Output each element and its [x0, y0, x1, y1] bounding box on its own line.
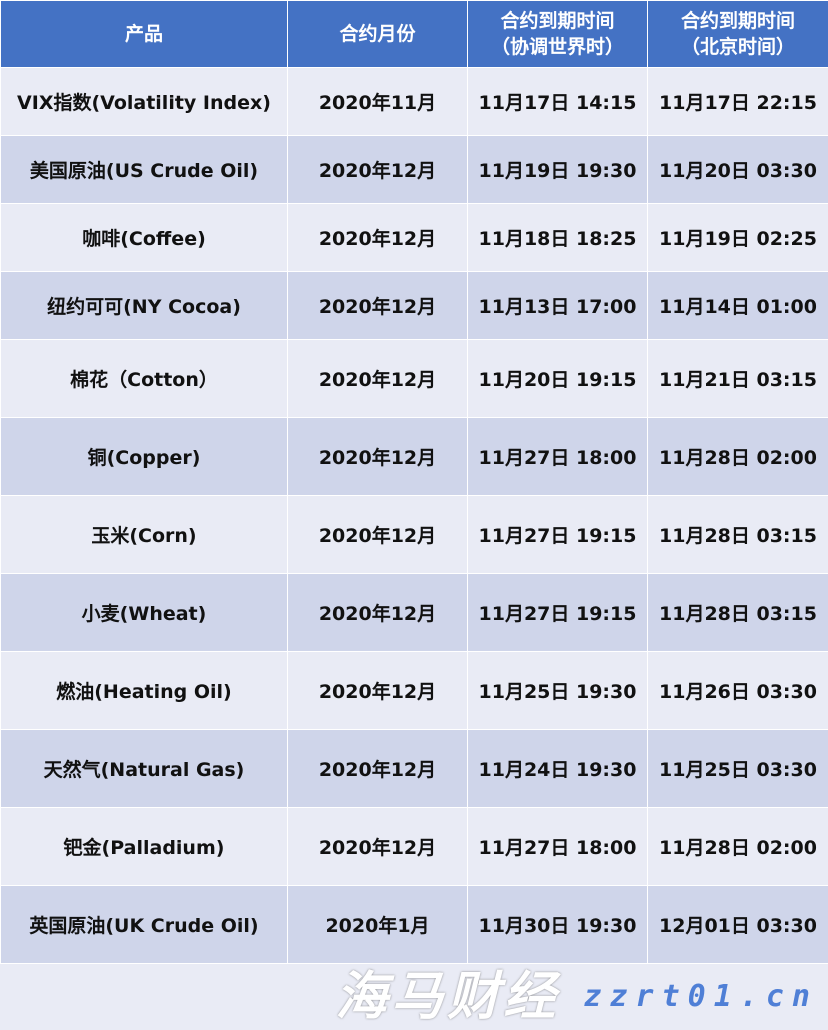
table-row: 英国原油(UK Crude Oil) 2020年1月 11月30日 19:30 12月…	[0, 885, 828, 964]
cell-product: 玉米(Corn)	[0, 495, 288, 574]
cell-product: 燃油(Heating Oil)	[0, 651, 288, 730]
cell-month: 2020年12月	[287, 203, 468, 272]
cell-bj: 11月28日 03:15	[647, 495, 828, 574]
table-row: VIX指数(Volatility Index) 2020年11月 11月17日 14…	[0, 67, 828, 136]
cell-utc: 11月27日 18:00	[467, 417, 648, 496]
cell-month: 2020年1月	[287, 885, 468, 964]
cell-product: 天然气(Natural Gas)	[0, 729, 288, 808]
table-row: 美国原油(US Crude Oil) 2020年12月 11月19日 19:30 11…	[0, 135, 828, 204]
cell-product: 小麦(Wheat)	[0, 573, 288, 652]
header-utc-line1: 合约到期时间	[500, 10, 615, 32]
cell-product: 铜(Copper)	[0, 417, 288, 496]
cell-product: 棉花（Cotton）	[0, 339, 288, 418]
cell-bj: 11月26日 03:30	[647, 651, 828, 730]
cell-utc: 11月13日 17:00	[467, 271, 648, 340]
table-row: 钯金(Palladium) 2020年12月 11月27日 18:00 11月28日 …	[0, 807, 828, 886]
watermark-brand: 海马财经	[335, 967, 560, 1027]
cell-product: VIX指数(Volatility Index)	[0, 67, 288, 136]
watermark-url: zzrt01.cn	[583, 979, 818, 1014]
cell-bj: 11月17日 22:15	[647, 67, 828, 136]
cell-month: 2020年12月	[287, 417, 468, 496]
table-row: 小麦(Wheat) 2020年12月 11月27日 19:15 11月28日 03:1…	[0, 573, 828, 652]
cell-utc: 11月24日 19:30	[467, 729, 648, 808]
table-row: 咖啡(Coffee) 2020年12月 11月18日 18:25 11月19日 02:…	[0, 203, 828, 272]
table-row: 棉花（Cotton） 2020年12月 11月20日 19:15 11月21日 03:…	[0, 339, 828, 418]
cell-product: 钯金(Palladium)	[0, 807, 288, 886]
cell-utc: 11月18日 18:25	[467, 203, 648, 272]
cell-utc: 11月25日 19:30	[467, 651, 648, 730]
table-row: 天然气(Natural Gas) 2020年12月 11月24日 19:30 11月2…	[0, 729, 828, 808]
header-bj-line1: 合约到期时间	[680, 10, 795, 32]
cell-bj: 11月19日 02:25	[647, 203, 828, 272]
header-month: 合约月份	[287, 0, 468, 68]
header-row: 产品 合约月份 合约到期时间 （协调世界时） 合约到期时间 （北京时间）	[0, 0, 828, 68]
cell-bj: 11月28日 02:00	[647, 807, 828, 886]
header-product: 产品	[0, 0, 288, 68]
cell-month: 2020年12月	[287, 807, 468, 886]
cell-bj: 11月14日 01:00	[647, 271, 828, 340]
cell-month: 2020年12月	[287, 339, 468, 418]
header-utc-line2: （协调世界时）	[490, 36, 624, 58]
cell-month: 2020年12月	[287, 271, 468, 340]
cell-bj: 11月25日 03:30	[647, 729, 828, 808]
cell-utc: 11月20日 19:15	[467, 339, 648, 418]
table-row: 玉米(Corn) 2020年12月 11月27日 19:15 11月28日 03:15	[0, 495, 828, 574]
cell-product: 美国原油(US Crude Oil)	[0, 135, 288, 204]
header-beijing: 合约到期时间 （北京时间）	[647, 0, 828, 68]
cell-month: 2020年11月	[287, 67, 468, 136]
table-row: 纽约可可(NY Cocoa) 2020年12月 11月13日 17:00 11月14日…	[0, 271, 828, 340]
cell-bj: 11月28日 02:00	[647, 417, 828, 496]
table-row: 燃油(Heating Oil) 2020年12月 11月25日 19:30 11月26…	[0, 651, 828, 730]
cell-utc: 11月30日 19:30	[467, 885, 648, 964]
cell-bj: 11月28日 03:15	[647, 573, 828, 652]
table-row: 铜(Copper) 2020年12月 11月27日 18:00 11月28日 02:0…	[0, 417, 828, 496]
header-bj-line2: （北京时间）	[680, 36, 795, 58]
cell-bj: 11月20日 03:30	[647, 135, 828, 204]
cell-utc: 11月17日 14:15	[467, 67, 648, 136]
cell-month: 2020年12月	[287, 495, 468, 574]
header-utc: 合约到期时间 （协调世界时）	[467, 0, 648, 68]
cell-product: 纽约可可(NY Cocoa)	[0, 271, 288, 340]
watermark: 海马财经 zzrt01.cn	[0, 964, 828, 1030]
cell-product: 英国原油(UK Crude Oil)	[0, 885, 288, 964]
cell-month: 2020年12月	[287, 135, 468, 204]
cell-bj: 11月21日 03:15	[647, 339, 828, 418]
cell-utc: 11月19日 19:30	[467, 135, 648, 204]
cell-utc: 11月27日 19:15	[467, 495, 648, 574]
cell-month: 2020年12月	[287, 729, 468, 808]
cell-month: 2020年12月	[287, 573, 468, 652]
cell-month: 2020年12月	[287, 651, 468, 730]
cell-utc: 11月27日 18:00	[467, 807, 648, 886]
contract-expiry-table: 产品 合约月份 合约到期时间 （协调世界时） 合约到期时间 （北京时间） VIX指数…	[0, 0, 828, 964]
cell-utc: 11月27日 19:15	[467, 573, 648, 652]
cell-bj: 12月01日 03:30	[647, 885, 828, 964]
cell-product: 咖啡(Coffee)	[0, 203, 288, 272]
